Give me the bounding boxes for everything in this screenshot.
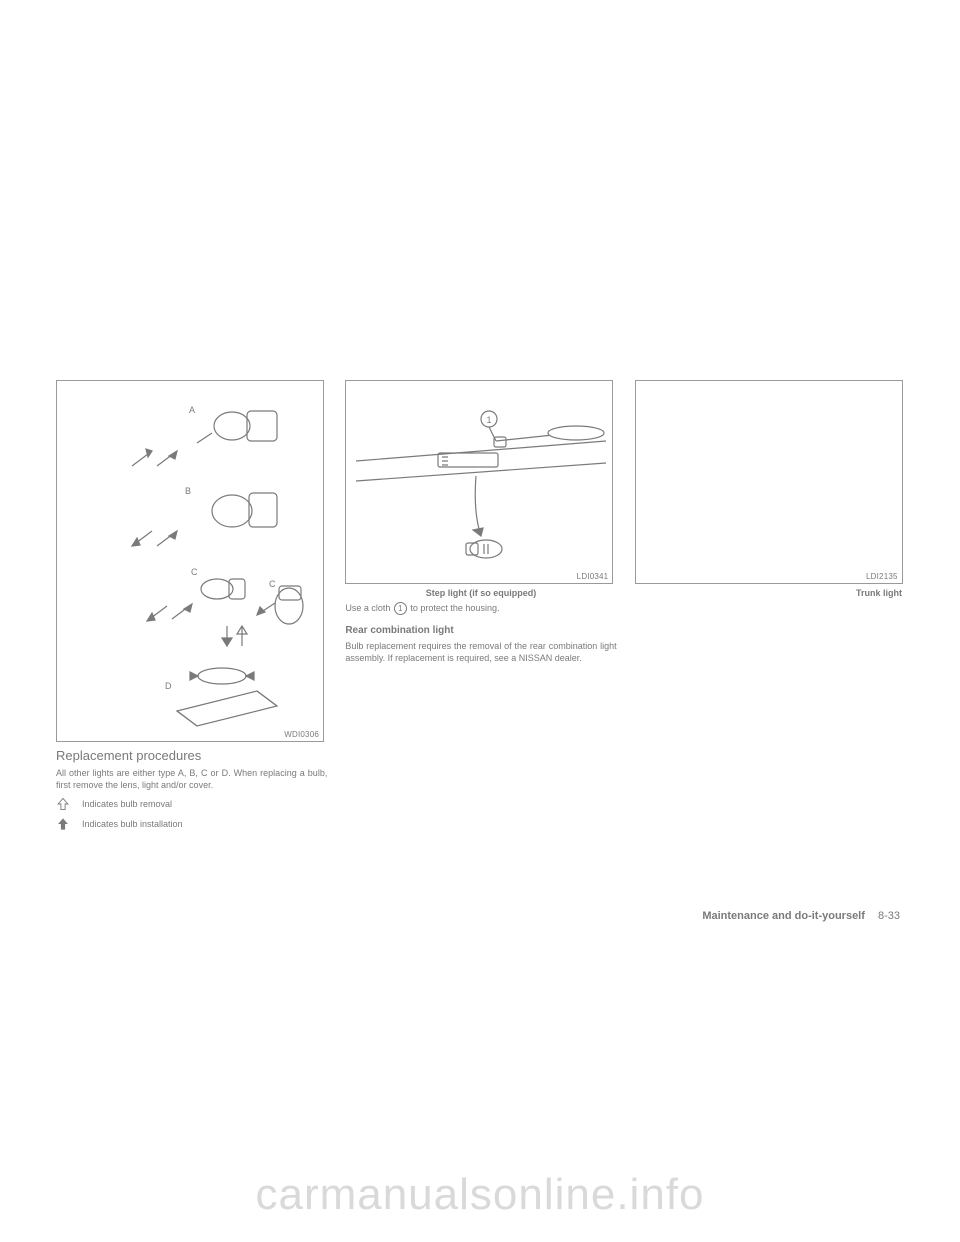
figure-label-2: LDI0341 [577, 572, 609, 581]
legend-removal-text: Indicates bulb removal [82, 799, 172, 809]
page: A B C C D WDI0306 Replacement procedures… [0, 0, 960, 1242]
text-replacement-body: All other lights are either type A, B, C… [56, 767, 327, 791]
column-3: LDI2135 Trunk light [635, 380, 906, 831]
legend-install-text: Indicates bulb installation [82, 819, 183, 829]
label-d: D [165, 681, 172, 691]
legend-install: Indicates bulb installation [56, 817, 327, 831]
legend-removal: Indicates bulb removal [56, 797, 327, 811]
footer-page-number: 8-33 [878, 910, 900, 922]
figure-bulb-types: A B C C D WDI0306 [56, 380, 324, 742]
text-use-cloth: Use a cloth 1 to protect the housing. [345, 602, 616, 615]
column-1: A B C C D WDI0306 Replacement procedures… [56, 380, 327, 831]
callout-1-num: 1 [487, 415, 492, 425]
circle-number-1: 1 [394, 602, 407, 615]
column-2: 1 LDI0341 Step light (if so equipped) Us… [345, 380, 616, 831]
content-columns: A B C C D WDI0306 Replacement procedures… [56, 380, 906, 831]
label-a: A [189, 405, 195, 415]
heading-replacement-procedures: Replacement procedures [56, 748, 327, 763]
label-c: C [191, 567, 198, 577]
label-c2: C [269, 579, 276, 589]
caption-trunk-light: Trunk light [635, 588, 906, 598]
bulb-types-diagram [57, 381, 323, 741]
label-b: B [185, 486, 191, 496]
use-cloth-pre: Use a cloth [345, 603, 390, 613]
arrow-up-outline-icon [56, 797, 70, 811]
page-footer: Maintenance and do-it-yourself 8-33 [702, 910, 900, 922]
figure-label-3: LDI2135 [866, 572, 898, 581]
footer-section: Maintenance and do-it-yourself [702, 910, 865, 922]
figure-step-light: 1 LDI0341 [345, 380, 613, 584]
text-rear-combination-body: Bulb replacement requires the removal of… [345, 640, 616, 664]
figure-trunk-light: LDI2135 [635, 380, 903, 584]
caption-step-light: Step light (if so equipped) [345, 588, 616, 598]
subheading-rear-combination: Rear combination light [345, 625, 616, 636]
use-cloth-post: to protect the housing. [410, 603, 499, 613]
figure-label-1: WDI0306 [284, 730, 319, 739]
watermark: carmanualsonline.info [0, 1170, 960, 1220]
arrow-up-solid-icon [56, 817, 70, 831]
step-light-diagram: 1 [346, 381, 612, 583]
